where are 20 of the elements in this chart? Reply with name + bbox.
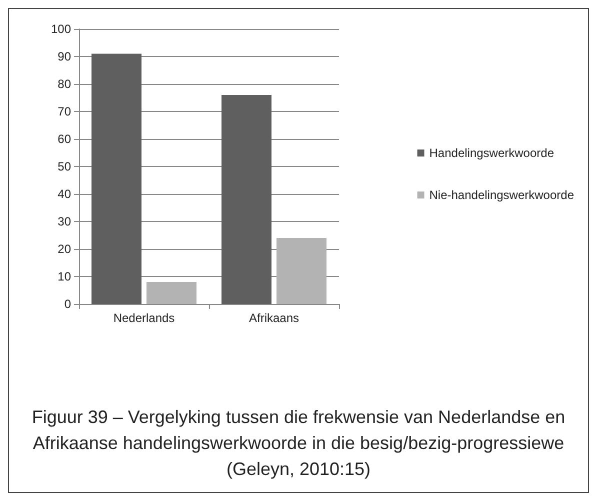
legend-label: Nie-handelingswerkwoorde — [429, 188, 574, 202]
y-tick-label: 50 — [58, 160, 72, 174]
bar — [276, 238, 326, 304]
bar — [222, 95, 272, 304]
bar — [146, 282, 196, 304]
y-tick-label: 90 — [58, 50, 72, 64]
x-tick-label: Nederlands — [113, 311, 175, 325]
bar — [92, 54, 142, 304]
y-tick-label: 0 — [64, 297, 72, 311]
y-tick-label: 70 — [58, 104, 72, 118]
x-tick-label: Afrikaans — [248, 311, 300, 325]
y-tick-label: 100 — [50, 22, 72, 36]
y-tick-label: 20 — [58, 242, 72, 256]
y-tick-label: 10 — [58, 270, 72, 284]
y-tick-label: 40 — [58, 187, 72, 201]
legend-label: Handelingswerkwoorde — [429, 146, 554, 160]
y-tick-label: 80 — [58, 77, 72, 91]
y-tick-label: 30 — [58, 214, 72, 228]
y-tick-label: 60 — [58, 132, 72, 146]
text: Figuur 39 – Vergelyking tussen die frekwensie van Nederlandse en Afrikaanse handelingswerkwoorde in die besig/bezig-progressiewe (Geleyn, 2010:15) — [30, 406, 566, 481]
